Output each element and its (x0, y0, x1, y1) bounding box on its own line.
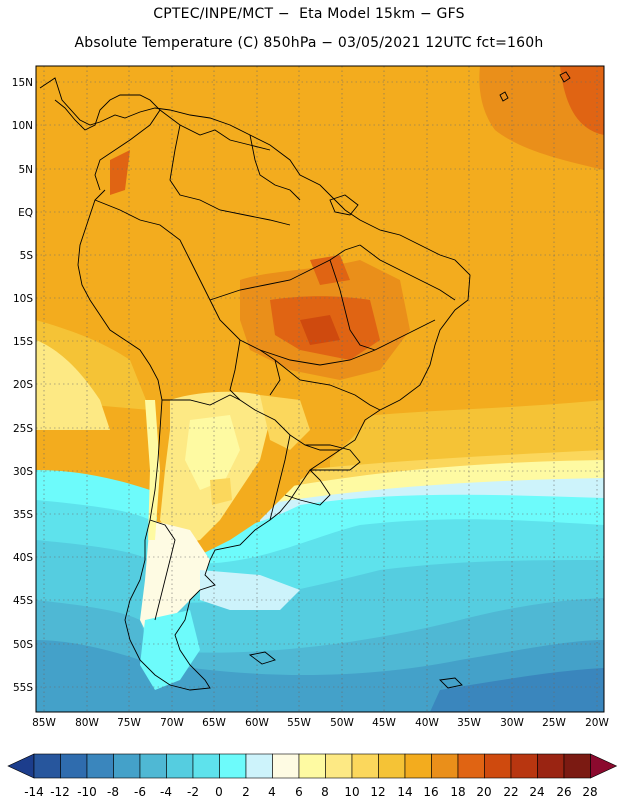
colorbar-swatch (404, 753, 432, 779)
colorbar-swatch (139, 753, 167, 779)
lat-label: 35S (13, 509, 33, 521)
colorbar-swatch (510, 753, 538, 779)
colorbar-label: 22 (503, 785, 518, 799)
colorbar-max-arrow (590, 753, 618, 779)
lon-label: 40W (415, 717, 439, 729)
colorbar-label: -6 (134, 785, 146, 799)
colorbar-swatch (113, 753, 141, 779)
lat-label: 10S (13, 293, 33, 305)
colorbar-labels: -14 -12 -10 -8 -6 -4 -2 0 2 4 6 8 10 12 … (24, 785, 597, 799)
colorbar-label: -14 (24, 785, 44, 799)
lon-label: 35W (457, 717, 481, 729)
colorbar-label: 0 (215, 785, 223, 799)
colorbar-label: -10 (77, 785, 97, 799)
colorbar-swatch (86, 753, 114, 779)
colorbar-label: 20 (476, 785, 491, 799)
lat-label: 15N (12, 77, 33, 89)
lat-label: 40S (13, 552, 33, 564)
colorbar-swatch (192, 753, 220, 779)
colorbar-swatch (378, 753, 406, 779)
lat-label: 15S (13, 336, 33, 348)
lon-label: 50W (330, 717, 354, 729)
lon-label: 25W (542, 717, 566, 729)
colorbar-swatch (431, 753, 459, 779)
colorbar-label: 8 (321, 785, 329, 799)
lat-label: 25S (13, 423, 33, 435)
colorbar-label: 10 (344, 785, 359, 799)
colorbar-swatch (484, 753, 512, 779)
colorbar-swatch (33, 753, 61, 779)
colorbar-swatch (457, 753, 485, 779)
lon-label: 60W (245, 717, 269, 729)
lon-label: 85W (32, 717, 56, 729)
colorbar-label: 12 (370, 785, 385, 799)
lat-label: 20S (13, 379, 33, 391)
colorbar-label: 14 (397, 785, 412, 799)
colorbar-swatch (245, 753, 273, 779)
lat-label: EQ (18, 207, 33, 219)
colorbar-swatch (563, 753, 591, 779)
lon-labels: 85W 80W 75W 70W 65W 60W 55W 50W 45W 40W … (32, 717, 609, 729)
colorbar-label: 16 (423, 785, 438, 799)
colorbar-label: 18 (450, 785, 465, 799)
colorbar-label: -4 (160, 785, 172, 799)
colorbar-label: 2 (242, 785, 250, 799)
colorbar-label: -8 (107, 785, 119, 799)
graticule (36, 66, 604, 712)
lat-label: 50S (13, 639, 33, 651)
map-frame (35, 65, 605, 713)
lat-label: 5S (20, 250, 34, 262)
lon-label: 55W (287, 717, 311, 729)
colorbar-swatch (60, 753, 88, 779)
lat-label: 55S (13, 682, 33, 694)
lat-label: 5N (18, 164, 33, 176)
colorbar-swatch (298, 753, 326, 779)
lat-label: 45S (13, 595, 33, 607)
colorbar-label: 28 (582, 785, 597, 799)
lon-label: 80W (75, 717, 99, 729)
lon-label: 75W (117, 717, 141, 729)
colorbar-label: 6 (295, 785, 303, 799)
colorbar-min-arrow (7, 753, 35, 779)
colorbar-swatch (537, 753, 565, 779)
colorbar-label: -12 (50, 785, 70, 799)
colorbar (7, 753, 618, 779)
title-line-1: CPTEC/INPE/MCT − Eta Model 15km − GFS (153, 6, 465, 22)
lon-label: 70W (160, 717, 184, 729)
lon-label: 30W (500, 717, 524, 729)
colorbar-label: 24 (529, 785, 544, 799)
lon-label: 45W (372, 717, 396, 729)
colorbar-swatch (325, 753, 353, 779)
colorbar-swatch (351, 753, 379, 779)
lat-label: 10N (12, 120, 33, 132)
colorbar-label: -2 (187, 785, 199, 799)
title-line-2: Absolute Temperature (C) 850hPa − 03/05/… (74, 35, 544, 51)
coastlines (39, 71, 571, 691)
temperature-field (36, 66, 604, 712)
lon-label: 65W (202, 717, 226, 729)
colorbar-swatch (166, 753, 194, 779)
colorbar-swatch (272, 753, 300, 779)
colorbar-label: 4 (268, 785, 276, 799)
lon-label: 20W (585, 717, 609, 729)
colorbar-swatch (219, 753, 247, 779)
lat-labels: 15N 10N 5N EQ 5S 10S 15S 20S 25S 30S 35S… (12, 77, 34, 694)
lat-label: 30S (13, 466, 33, 478)
colorbar-label: 26 (556, 785, 571, 799)
